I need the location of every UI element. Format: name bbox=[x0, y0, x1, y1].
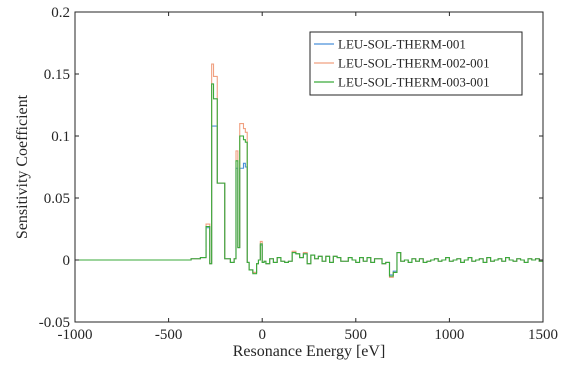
series-line-1 bbox=[75, 125, 543, 276]
y-tick-label: -0.05 bbox=[39, 315, 70, 331]
plot-frame bbox=[74, 11, 544, 323]
labels-layer: -1000 -500 0 500 1000 1500 -0.05 0 0.05 0.1 0.15 0.… bbox=[39, 5, 558, 343]
legend-entry: LEU-SOL-THERM-001 bbox=[338, 37, 466, 52]
series-layer bbox=[75, 63, 543, 278]
ticks-layer bbox=[74, 11, 544, 323]
legend: LEU-SOL-THERM-001 LEU-SOL-THERM-002-001 LE… bbox=[309, 31, 523, 96]
legend-entry: LEU-SOL-THERM-002-001 bbox=[338, 56, 490, 71]
y-tick-label: 0.2 bbox=[51, 5, 70, 21]
y-tick-label: 0.15 bbox=[44, 67, 70, 83]
x-tick-label: 0 bbox=[258, 327, 266, 343]
x-axis-label: Resonance Energy [eV] bbox=[233, 343, 386, 360]
x-tick-label: 1000 bbox=[434, 327, 464, 343]
y-axis-label: Sensitivity Coefficient bbox=[14, 94, 31, 239]
x-tick-label: -500 bbox=[155, 327, 183, 343]
series-line-2 bbox=[75, 63, 543, 278]
x-tick-label: -1000 bbox=[58, 327, 93, 343]
legend-box bbox=[309, 31, 523, 96]
y-tick-label: 0 bbox=[63, 253, 71, 269]
legend-entry: LEU-SOL-THERM-003-001 bbox=[338, 75, 490, 90]
x-tick-label: 1500 bbox=[528, 327, 558, 343]
y-tick-label: 0.05 bbox=[44, 191, 70, 207]
x-tick-label: 500 bbox=[345, 327, 368, 343]
series-line-3 bbox=[75, 83, 543, 277]
y-tick-label: 0.1 bbox=[51, 129, 70, 145]
